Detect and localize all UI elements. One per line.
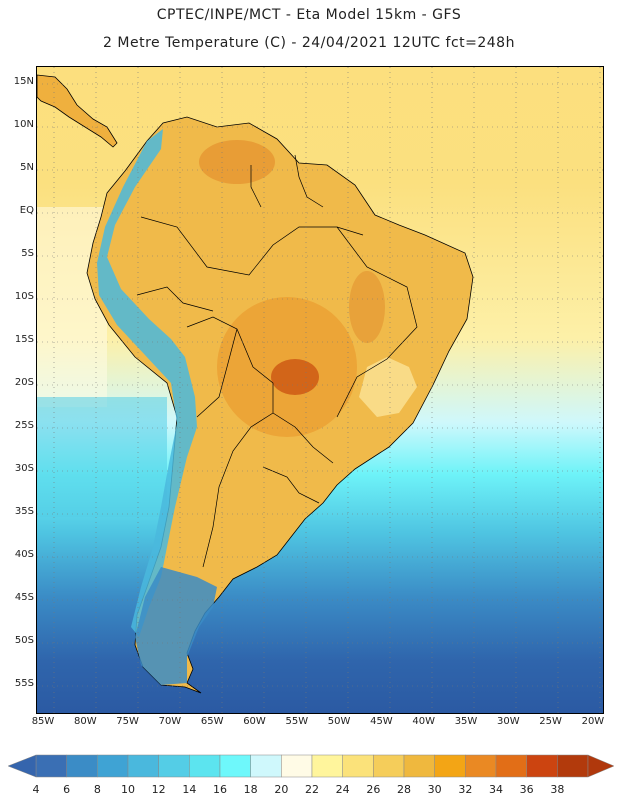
lon-label: 30W <box>496 716 520 727</box>
lon-label: 55W <box>285 716 309 727</box>
colorbar-tick-label: 14 <box>182 783 197 796</box>
colorbar-high-arrow <box>587 754 615 778</box>
lat-label: 20S <box>14 377 34 388</box>
lat-label: 40S <box>14 549 34 560</box>
lon-label: 40W <box>412 716 435 727</box>
central-america-land <box>37 74 118 148</box>
lat-label: 35S <box>14 506 34 517</box>
lat-label: 15N <box>13 76 34 87</box>
colorbar-tick-label: 38 <box>550 783 565 796</box>
colorbar-cell <box>189 754 221 778</box>
lat-label: 10S <box>14 291 34 302</box>
colorbar-tick-label: 20 <box>274 783 289 796</box>
colorbar-tick-label: 4 <box>32 783 40 796</box>
colorbar-tick-label: 16 <box>213 783 227 796</box>
country-borders <box>136 154 418 568</box>
colorbar-cell <box>66 754 98 778</box>
pacific-coast-cool <box>37 397 167 517</box>
map-canvas <box>37 67 603 713</box>
colorbar-tick-label: 18 <box>243 783 258 796</box>
hot-spot-venezuela <box>199 140 275 184</box>
colorbar-tick-label: 12 <box>151 783 166 796</box>
lon-label: 25W <box>539 716 562 727</box>
colorbar-tick-label: 22 <box>305 783 319 796</box>
colorbar-cell <box>526 754 558 778</box>
lat-label: 5S <box>21 248 34 259</box>
lon-label: 70W <box>158 716 182 727</box>
lon-label: 50W <box>327 716 351 727</box>
chart-title-line2: 2 Metre Temperature (C) - 24/04/2021 12U… <box>103 35 515 51</box>
lon-label: 35W <box>454 716 478 727</box>
colorbar-cell <box>35 754 67 778</box>
lon-label: 85W <box>31 716 55 727</box>
colorbar-cell <box>219 754 251 778</box>
lon-label: 75W <box>116 716 139 727</box>
colorbar-tick-label: 34 <box>489 783 503 796</box>
chart-title-line1: CPTEC/INPE/MCT - Eta Model 15km - GFS <box>156 7 462 23</box>
colorbar-cell <box>495 754 527 778</box>
colorbar-cell <box>127 754 159 778</box>
colorbar-cell <box>465 754 497 778</box>
lat-label: 30S <box>14 463 34 474</box>
colorbar-tick-label: 26 <box>366 783 381 796</box>
colorbar-tick-label: 10 <box>121 783 135 796</box>
colorbar-cell <box>97 754 129 778</box>
colorbar-tick-label: 24 <box>335 783 350 796</box>
warm-area-bahia <box>349 271 385 343</box>
hot-spot-pantanal <box>271 359 319 395</box>
lat-label: 55S <box>14 678 34 689</box>
colorbar-tick-label: 28 <box>397 783 411 796</box>
lat-label: 10N <box>13 119 34 130</box>
colorbar-cell <box>250 754 282 778</box>
colorbar-low-arrow <box>7 754 37 778</box>
southeast-brazil-cool <box>359 357 417 417</box>
colorbar-cell <box>158 754 190 778</box>
temperature-colorbar <box>7 754 615 778</box>
colorbar-cell <box>311 754 343 778</box>
lat-label: 45S <box>14 592 34 603</box>
lat-label: 5N <box>20 162 34 173</box>
lon-label: 20W <box>581 716 605 727</box>
lon-label: 65W <box>200 716 224 727</box>
patagonia-cool <box>135 567 217 685</box>
colorbar-cell <box>434 754 466 778</box>
lon-label: 80W <box>73 716 97 727</box>
andes-cool-ridge <box>97 129 197 637</box>
lat-label: EQ <box>19 205 34 216</box>
lat-label: 25S <box>14 420 34 431</box>
lat-label: 50S <box>14 635 34 646</box>
colorbar-tick-label: 30 <box>427 783 442 796</box>
colorbar-cell <box>373 754 405 778</box>
colorbar-cell <box>403 754 435 778</box>
lat-label: 15S <box>14 334 34 345</box>
lon-label: 45W <box>370 716 393 727</box>
colorbar-tick-label: 32 <box>458 783 473 796</box>
temperature-map <box>36 66 604 714</box>
colorbar-tick-label: 6 <box>63 783 71 796</box>
colorbar-tick-label: 36 <box>519 783 534 796</box>
colorbar-tick-label: 8 <box>93 783 101 796</box>
lon-label: 60W <box>243 716 266 727</box>
colorbar-cell <box>342 754 374 778</box>
colorbar-cell <box>557 754 589 778</box>
colorbar-cell <box>281 754 313 778</box>
